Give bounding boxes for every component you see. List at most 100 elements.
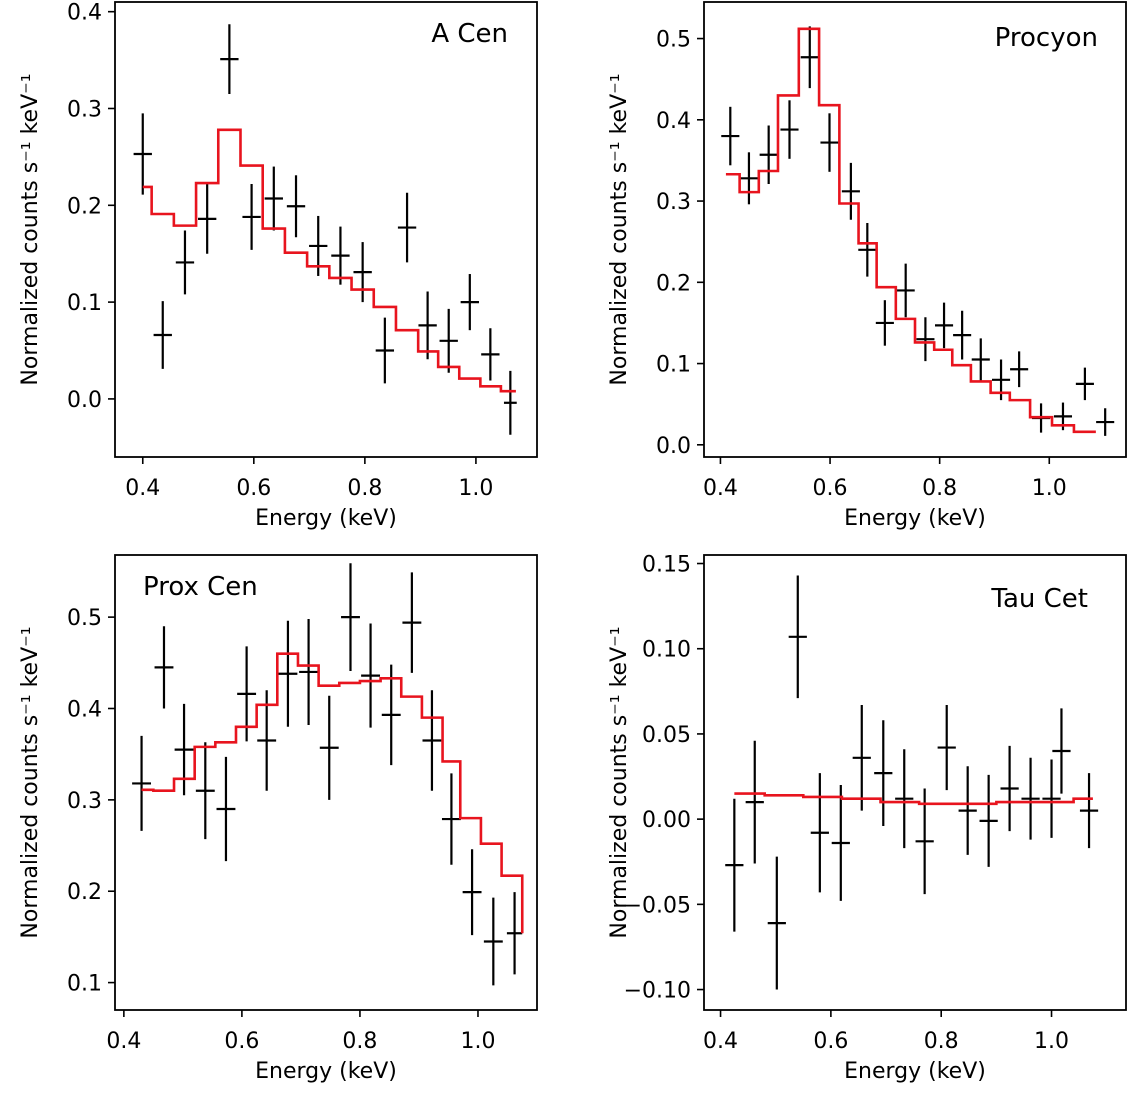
data-point (1000, 745, 1019, 832)
model-step-line (725, 27, 1096, 434)
data-point (133, 113, 152, 195)
data-point (852, 704, 871, 811)
data-point (971, 338, 990, 381)
data-point (319, 695, 339, 800)
y-axis-label: Normalized counts s⁻¹ keV⁻¹ (18, 73, 43, 385)
y-tick-label: 0.4 (67, 697, 102, 722)
y-tick-label: −0.10 (624, 979, 691, 1004)
data-point (153, 301, 172, 369)
axes-frame (703, 1, 1127, 458)
x-axis-label: Energy (keV) (844, 1059, 986, 1084)
data-point (460, 274, 479, 331)
data-point (759, 125, 778, 184)
chart-a-cen: 0.4 0.6 0.8 1.0 0.0 0.1 0.2 0.3 0.4 A Cen Energy (… (18, 1, 538, 531)
y-tick-label: 0.2 (67, 194, 102, 219)
x-axis-label: Energy (keV) (844, 506, 986, 531)
data-point (820, 113, 839, 172)
x-tick-label: 0.6 (813, 1029, 848, 1054)
data-point (264, 166, 283, 231)
data-point (767, 856, 786, 990)
x-tick-label: 0.8 (342, 1029, 377, 1054)
annotation-procyon: Procyon (995, 23, 1098, 53)
data-point (935, 302, 954, 349)
data-point (175, 230, 195, 295)
y-tick-label: 0.1 (67, 291, 102, 316)
y-tick-label: 0.0 (656, 434, 691, 459)
axes-frame (703, 554, 1127, 1011)
chart-prox-cen: 0.4 0.6 0.8 1.0 0.1 0.2 0.3 0.4 0.5 Prox Cen Energ… (18, 554, 538, 1084)
plot-area (133, 24, 517, 435)
annotation-prox-cen: Prox Cen (143, 572, 258, 602)
data-point (979, 774, 998, 867)
y-tick-label: 0.05 (642, 723, 691, 748)
data-point (242, 184, 261, 250)
data-point (462, 849, 482, 936)
panel-tau-cet: 0.4 0.6 0.8 1.0 −0.10 −0.05 0.00 0.05 0.10 0.15 Ta… (580, 547, 1129, 1094)
y-axis-label: Normalized counts s⁻¹ keV⁻¹ (18, 626, 43, 938)
data-point (1075, 367, 1094, 401)
data-point (875, 300, 894, 346)
data-point (361, 623, 381, 728)
data-point (810, 773, 829, 893)
data-point (506, 892, 523, 975)
axes-frame (114, 1, 538, 458)
data-point (1042, 759, 1061, 838)
data-point (874, 720, 893, 826)
data-point (198, 184, 217, 254)
annotation-a-cen: A Cen (431, 19, 508, 49)
y-tick-label: 0.1 (656, 353, 691, 378)
data-point (788, 575, 807, 699)
data-point (402, 572, 422, 673)
data-point (174, 703, 194, 796)
y-tick-label: 0.2 (67, 880, 102, 905)
data-point (220, 24, 239, 94)
data-point (132, 735, 152, 831)
data-point (278, 620, 298, 727)
data-point (858, 223, 877, 277)
data-point (725, 798, 744, 932)
model-step-line (141, 652, 524, 934)
y-tick-label: 0.3 (656, 190, 691, 215)
data-point (1021, 757, 1040, 840)
data-point (831, 785, 850, 901)
x-tick-label: 1.0 (1032, 476, 1067, 501)
data-point (331, 226, 350, 285)
data-point (958, 766, 977, 855)
y-tick-label: 0.00 (642, 808, 691, 833)
x-tick-label: 0.6 (224, 1029, 259, 1054)
y-tick-label: 0.5 (67, 606, 102, 631)
x-tick-label: 1.0 (1034, 1029, 1069, 1054)
chart-procyon: 0.4 0.6 0.8 1.0 0.0 0.1 0.2 0.3 0.4 0.5 Procyon Ene… (607, 1, 1127, 531)
x-tick-label: 1.0 (458, 476, 493, 501)
data-point (341, 563, 360, 672)
data-point (896, 263, 915, 318)
y-axis-label: Normalized counts s⁻¹ keV⁻¹ (607, 626, 632, 938)
data-point (800, 26, 819, 89)
data-point (483, 897, 503, 986)
chart-tau-cet: 0.4 0.6 0.8 1.0 −0.10 −0.05 0.00 0.05 0.10 0.15 Ta… (607, 553, 1127, 1084)
data-point (441, 773, 461, 865)
data-point (1010, 351, 1029, 388)
annotation-tau-cet: Tau Cet (990, 584, 1088, 614)
data-point (353, 242, 372, 303)
data-point (299, 618, 319, 725)
x-tick-label: 0.6 (236, 476, 271, 501)
data-point (915, 788, 934, 895)
data-point (286, 175, 306, 238)
data-point (503, 370, 517, 435)
y-tick-label: 0.2 (656, 271, 691, 296)
y-tick-label: 0.15 (642, 553, 691, 578)
x-tick-label: 0.4 (703, 476, 738, 501)
panel-procyon: 0.4 0.6 0.8 1.0 0.0 0.1 0.2 0.3 0.4 0.5 Procyon Ene… (580, 0, 1129, 545)
y-tick-label: 0.3 (67, 97, 102, 122)
data-point (397, 192, 417, 263)
data-point (375, 317, 395, 384)
plot-area (725, 575, 1099, 990)
data-point (780, 100, 799, 159)
data-point (953, 310, 972, 360)
axes-frame (114, 554, 538, 1011)
x-axis-label: Energy (keV) (255, 506, 397, 531)
y-tick-label: 0.4 (656, 109, 691, 134)
y-tick-label: −0.05 (624, 893, 691, 918)
